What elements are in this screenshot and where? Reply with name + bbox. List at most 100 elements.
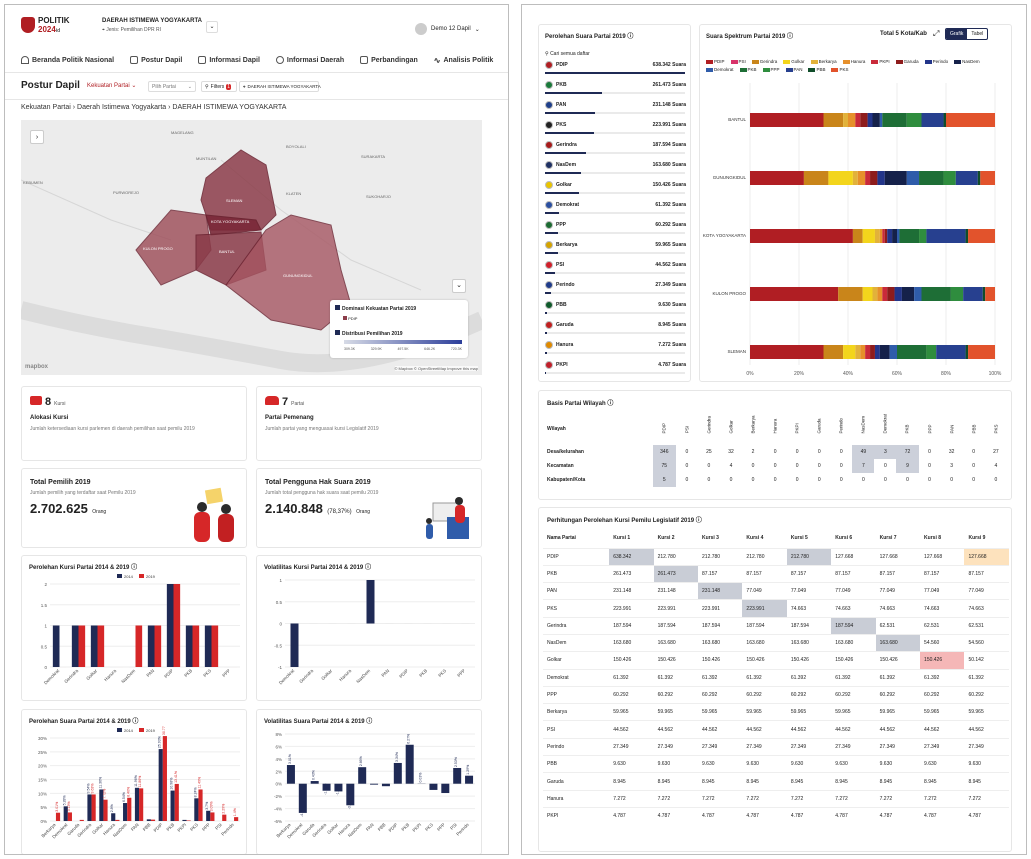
mapbox-logo[interactable]: mapbox: [25, 364, 49, 370]
bar[interactable]: [63, 806, 68, 821]
legend-item[interactable]: PAN: [785, 67, 802, 72]
bar[interactable]: [139, 788, 144, 821]
bar[interactable]: [346, 783, 355, 806]
search-list[interactable]: ⚲ Cari semua daftar: [545, 51, 590, 57]
map-region-sleman[interactable]: [200, 149, 277, 231]
spektrum-segment[interactable]: [926, 345, 937, 359]
spektrum-segment[interactable]: [860, 345, 866, 359]
mode-select[interactable]: Kekuatan Partai ⌄: [87, 82, 136, 89]
spektrum-segment[interactable]: [884, 229, 888, 243]
spektrum-segment[interactable]: [968, 229, 995, 243]
info-icon[interactable]: ⓘ: [787, 34, 794, 40]
tabel-tab[interactable]: Tabel: [971, 31, 984, 37]
spektrum-segment[interactable]: [872, 113, 880, 127]
legend-item[interactable]: Garuda: [895, 59, 919, 64]
legend-item[interactable]: PDIP: [706, 59, 725, 64]
legend-item[interactable]: PKPI: [871, 59, 890, 64]
spektrum-segment[interactable]: [865, 345, 871, 359]
bar[interactable]: [90, 625, 98, 668]
bar[interactable]: [147, 625, 155, 668]
bar[interactable]: [115, 819, 120, 821]
grafik-tab[interactable]: Grafik: [946, 29, 968, 39]
spektrum-segment[interactable]: [985, 287, 995, 301]
info-icon[interactable]: ⓘ: [366, 719, 373, 725]
spektrum-segment[interactable]: [965, 345, 969, 359]
bar[interactable]: [286, 765, 295, 784]
spektrum-segment[interactable]: [901, 287, 915, 301]
bar[interactable]: [211, 625, 219, 668]
spektrum-segment[interactable]: [843, 345, 856, 359]
bar[interactable]: [465, 775, 474, 784]
nav-informasi-dapil[interactable]: Informasi Dapil: [198, 54, 260, 66]
spektrum-segment[interactable]: [750, 287, 839, 301]
bar[interactable]: [170, 790, 175, 821]
spektrum-segment[interactable]: [882, 287, 888, 301]
spektrum-segment[interactable]: [874, 345, 880, 359]
spektrum-segment[interactable]: [877, 171, 885, 185]
spektrum-segment[interactable]: [897, 229, 900, 243]
spektrum-segment[interactable]: [968, 345, 995, 359]
spektrum-segment[interactable]: [977, 171, 981, 185]
spektrum-segment[interactable]: [936, 345, 966, 359]
nav-informasi-daerah[interactable]: Informasi Daerah: [275, 54, 344, 66]
spektrum-segment[interactable]: [750, 113, 824, 127]
chevron-down-icon[interactable]: ⌄: [206, 21, 218, 33]
spektrum-total[interactable]: Total 5 Kota/Kab: [880, 31, 927, 37]
legend-item[interactable]: Demokrat: [706, 67, 734, 72]
spektrum-segment[interactable]: [862, 287, 873, 301]
spektrum-segment[interactable]: [950, 287, 964, 301]
region-tag[interactable]: ⌖ DAERAH ISTIMEWA YOGYAKARTA: [239, 81, 321, 92]
nav-postur-dapil[interactable]: Postur Dapil: [130, 54, 182, 66]
bar[interactable]: [173, 584, 181, 667]
user-menu[interactable]: Demo 12 Dapil ⌄: [415, 22, 500, 36]
bar[interactable]: [381, 783, 390, 787]
spektrum-segment[interactable]: [874, 229, 880, 243]
spektrum-segment[interactable]: [843, 113, 848, 127]
bar[interactable]: [441, 783, 450, 794]
spektrum-segment[interactable]: [823, 113, 844, 127]
spektrum-segment[interactable]: [862, 229, 875, 243]
spektrum-segment[interactable]: [860, 113, 868, 127]
legend-item[interactable]: Berkarya: [810, 59, 837, 64]
bar[interactable]: [71, 625, 79, 668]
spektrum-segment[interactable]: [828, 171, 853, 185]
spektrum-segment[interactable]: [884, 171, 907, 185]
spektrum-segment[interactable]: [955, 171, 978, 185]
legend-item[interactable]: PKS: [831, 67, 849, 72]
spektrum-segment[interactable]: [889, 345, 897, 359]
bar[interactable]: [290, 623, 299, 668]
info-icon[interactable]: ⓘ: [627, 34, 634, 40]
bar[interactable]: [123, 803, 128, 821]
spektrum-segment[interactable]: [982, 287, 986, 301]
bar[interactable]: [192, 625, 200, 668]
breadcrumb-item[interactable]: Daerah Istimewa Yogyakarta: [77, 104, 167, 111]
bar[interactable]: [97, 625, 105, 668]
spektrum-segment[interactable]: [882, 113, 907, 127]
legend-item[interactable]: Golkar: [783, 59, 805, 64]
spektrum-segment[interactable]: [750, 171, 804, 185]
bar[interactable]: [103, 799, 108, 821]
map-region-gunungkidul[interactable]: [225, 214, 352, 331]
spektrum-segment[interactable]: [887, 229, 893, 243]
bar[interactable]: [186, 820, 191, 821]
bar[interactable]: [370, 783, 379, 785]
spektrum-segment[interactable]: [865, 171, 871, 185]
nav-beranda[interactable]: Beranda Politik Nasional: [21, 54, 114, 66]
bar[interactable]: [67, 812, 72, 821]
spektrum-segment[interactable]: [879, 229, 883, 243]
info-icon[interactable]: ⓘ: [132, 719, 139, 725]
spektrum-segment[interactable]: [894, 287, 902, 301]
bar[interactable]: [146, 819, 151, 821]
spektrum-segment[interactable]: [879, 113, 883, 127]
spektrum-segment[interactable]: [887, 287, 895, 301]
bar[interactable]: [135, 625, 143, 668]
bar[interactable]: [198, 789, 203, 821]
info-icon[interactable]: ⓘ: [131, 565, 138, 571]
spektrum-segment[interactable]: [943, 113, 946, 127]
spektrum-segment[interactable]: [838, 287, 863, 301]
spektrum-segment[interactable]: [750, 345, 824, 359]
bar[interactable]: [182, 819, 187, 821]
bar[interactable]: [393, 762, 402, 784]
spektrum-segment[interactable]: [879, 345, 890, 359]
spektrum-segment[interactable]: [852, 171, 858, 185]
